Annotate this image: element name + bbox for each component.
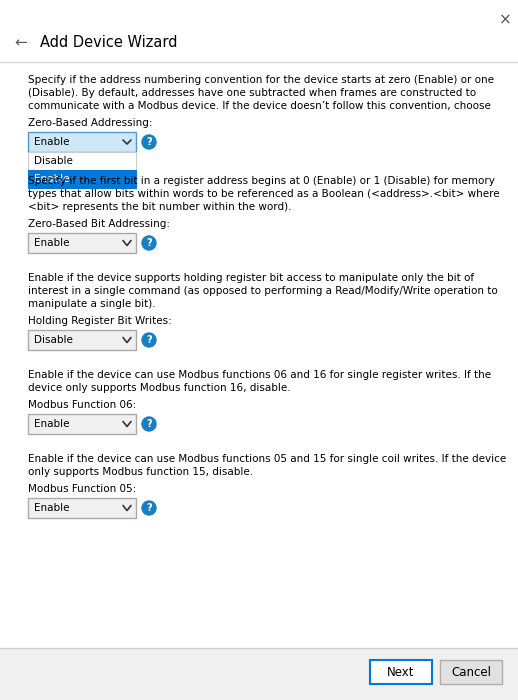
- Text: communicate with a Modbus device. If the device doesn’t follow this convention, : communicate with a Modbus device. If the…: [28, 101, 491, 111]
- Bar: [28, 152, 136, 170]
- Text: Specify if the address numbering convention for the device starts at zero (Enabl: Specify if the address numbering convent…: [28, 75, 494, 85]
- Text: Enable: Enable: [34, 137, 69, 147]
- Text: ?: ?: [146, 419, 152, 429]
- Text: Specify if the first bit in a register address begins at 0 (Enable) or 1 (Disabl: Specify if the first bit in a register a…: [28, 176, 495, 186]
- Circle shape: [142, 236, 156, 250]
- Circle shape: [142, 501, 156, 515]
- Text: interest in a single command (as opposed to performing a Read/Modify/Write opera: interest in a single command (as opposed…: [28, 286, 498, 296]
- Text: only supports Modbus function 15, disable.: only supports Modbus function 15, disabl…: [28, 467, 253, 477]
- Text: (Disable). By default, addresses have one subtracted when frames are constructed: (Disable). By default, addresses have on…: [28, 88, 476, 98]
- Text: Enable if the device can use Modbus functions 06 and 16 for single register writ: Enable if the device can use Modbus func…: [28, 370, 491, 380]
- Bar: [0, 648, 518, 700]
- Text: Disable: Disable: [34, 156, 73, 166]
- Text: ?: ?: [146, 137, 152, 147]
- Text: ×: ×: [499, 12, 512, 27]
- Text: device only supports Modbus function 16, disable.: device only supports Modbus function 16,…: [28, 383, 291, 393]
- Circle shape: [142, 417, 156, 431]
- Text: Zero-Based Bit Addressing:: Zero-Based Bit Addressing:: [28, 219, 170, 229]
- Text: ?: ?: [146, 238, 152, 248]
- Text: ?: ?: [146, 335, 152, 345]
- Text: Enable: Enable: [34, 238, 69, 248]
- Text: Disable: Disable: [34, 335, 73, 345]
- Text: Enable if the device supports holding register bit access to manipulate only the: Enable if the device supports holding re…: [28, 273, 474, 283]
- Text: Next: Next: [387, 666, 415, 678]
- Circle shape: [142, 135, 156, 149]
- Text: ←: ←: [14, 35, 27, 50]
- Text: Add Device Wizard: Add Device Wizard: [40, 35, 178, 50]
- Text: Enable: Enable: [34, 503, 69, 513]
- Text: manipulate a single bit).: manipulate a single bit).: [28, 299, 155, 309]
- Bar: [440, 660, 502, 684]
- Circle shape: [142, 333, 156, 347]
- Text: Enable: Enable: [34, 419, 69, 429]
- Bar: [28, 170, 136, 188]
- Bar: [28, 132, 136, 152]
- Bar: [28, 330, 136, 350]
- Bar: [28, 414, 136, 434]
- Text: Modbus Function 06:: Modbus Function 06:: [28, 400, 136, 410]
- Bar: [28, 233, 136, 253]
- Text: Modbus Function 05:: Modbus Function 05:: [28, 484, 136, 494]
- Text: types that allow bits within words to be referenced as a Boolean (<address>.<bit: types that allow bits within words to be…: [28, 189, 500, 199]
- Text: Enable: Enable: [34, 174, 69, 184]
- Text: Zero-Based Addressing:: Zero-Based Addressing:: [28, 118, 152, 128]
- Bar: [370, 660, 432, 684]
- Text: Enable if the device can use Modbus functions 05 and 15 for single coil writes. : Enable if the device can use Modbus func…: [28, 454, 506, 464]
- Text: Holding Register Bit Writes:: Holding Register Bit Writes:: [28, 316, 172, 326]
- Text: ?: ?: [146, 503, 152, 513]
- Bar: [28, 498, 136, 518]
- Text: <bit> represents the bit number within the word).: <bit> represents the bit number within t…: [28, 202, 292, 212]
- Text: Cancel: Cancel: [451, 666, 491, 678]
